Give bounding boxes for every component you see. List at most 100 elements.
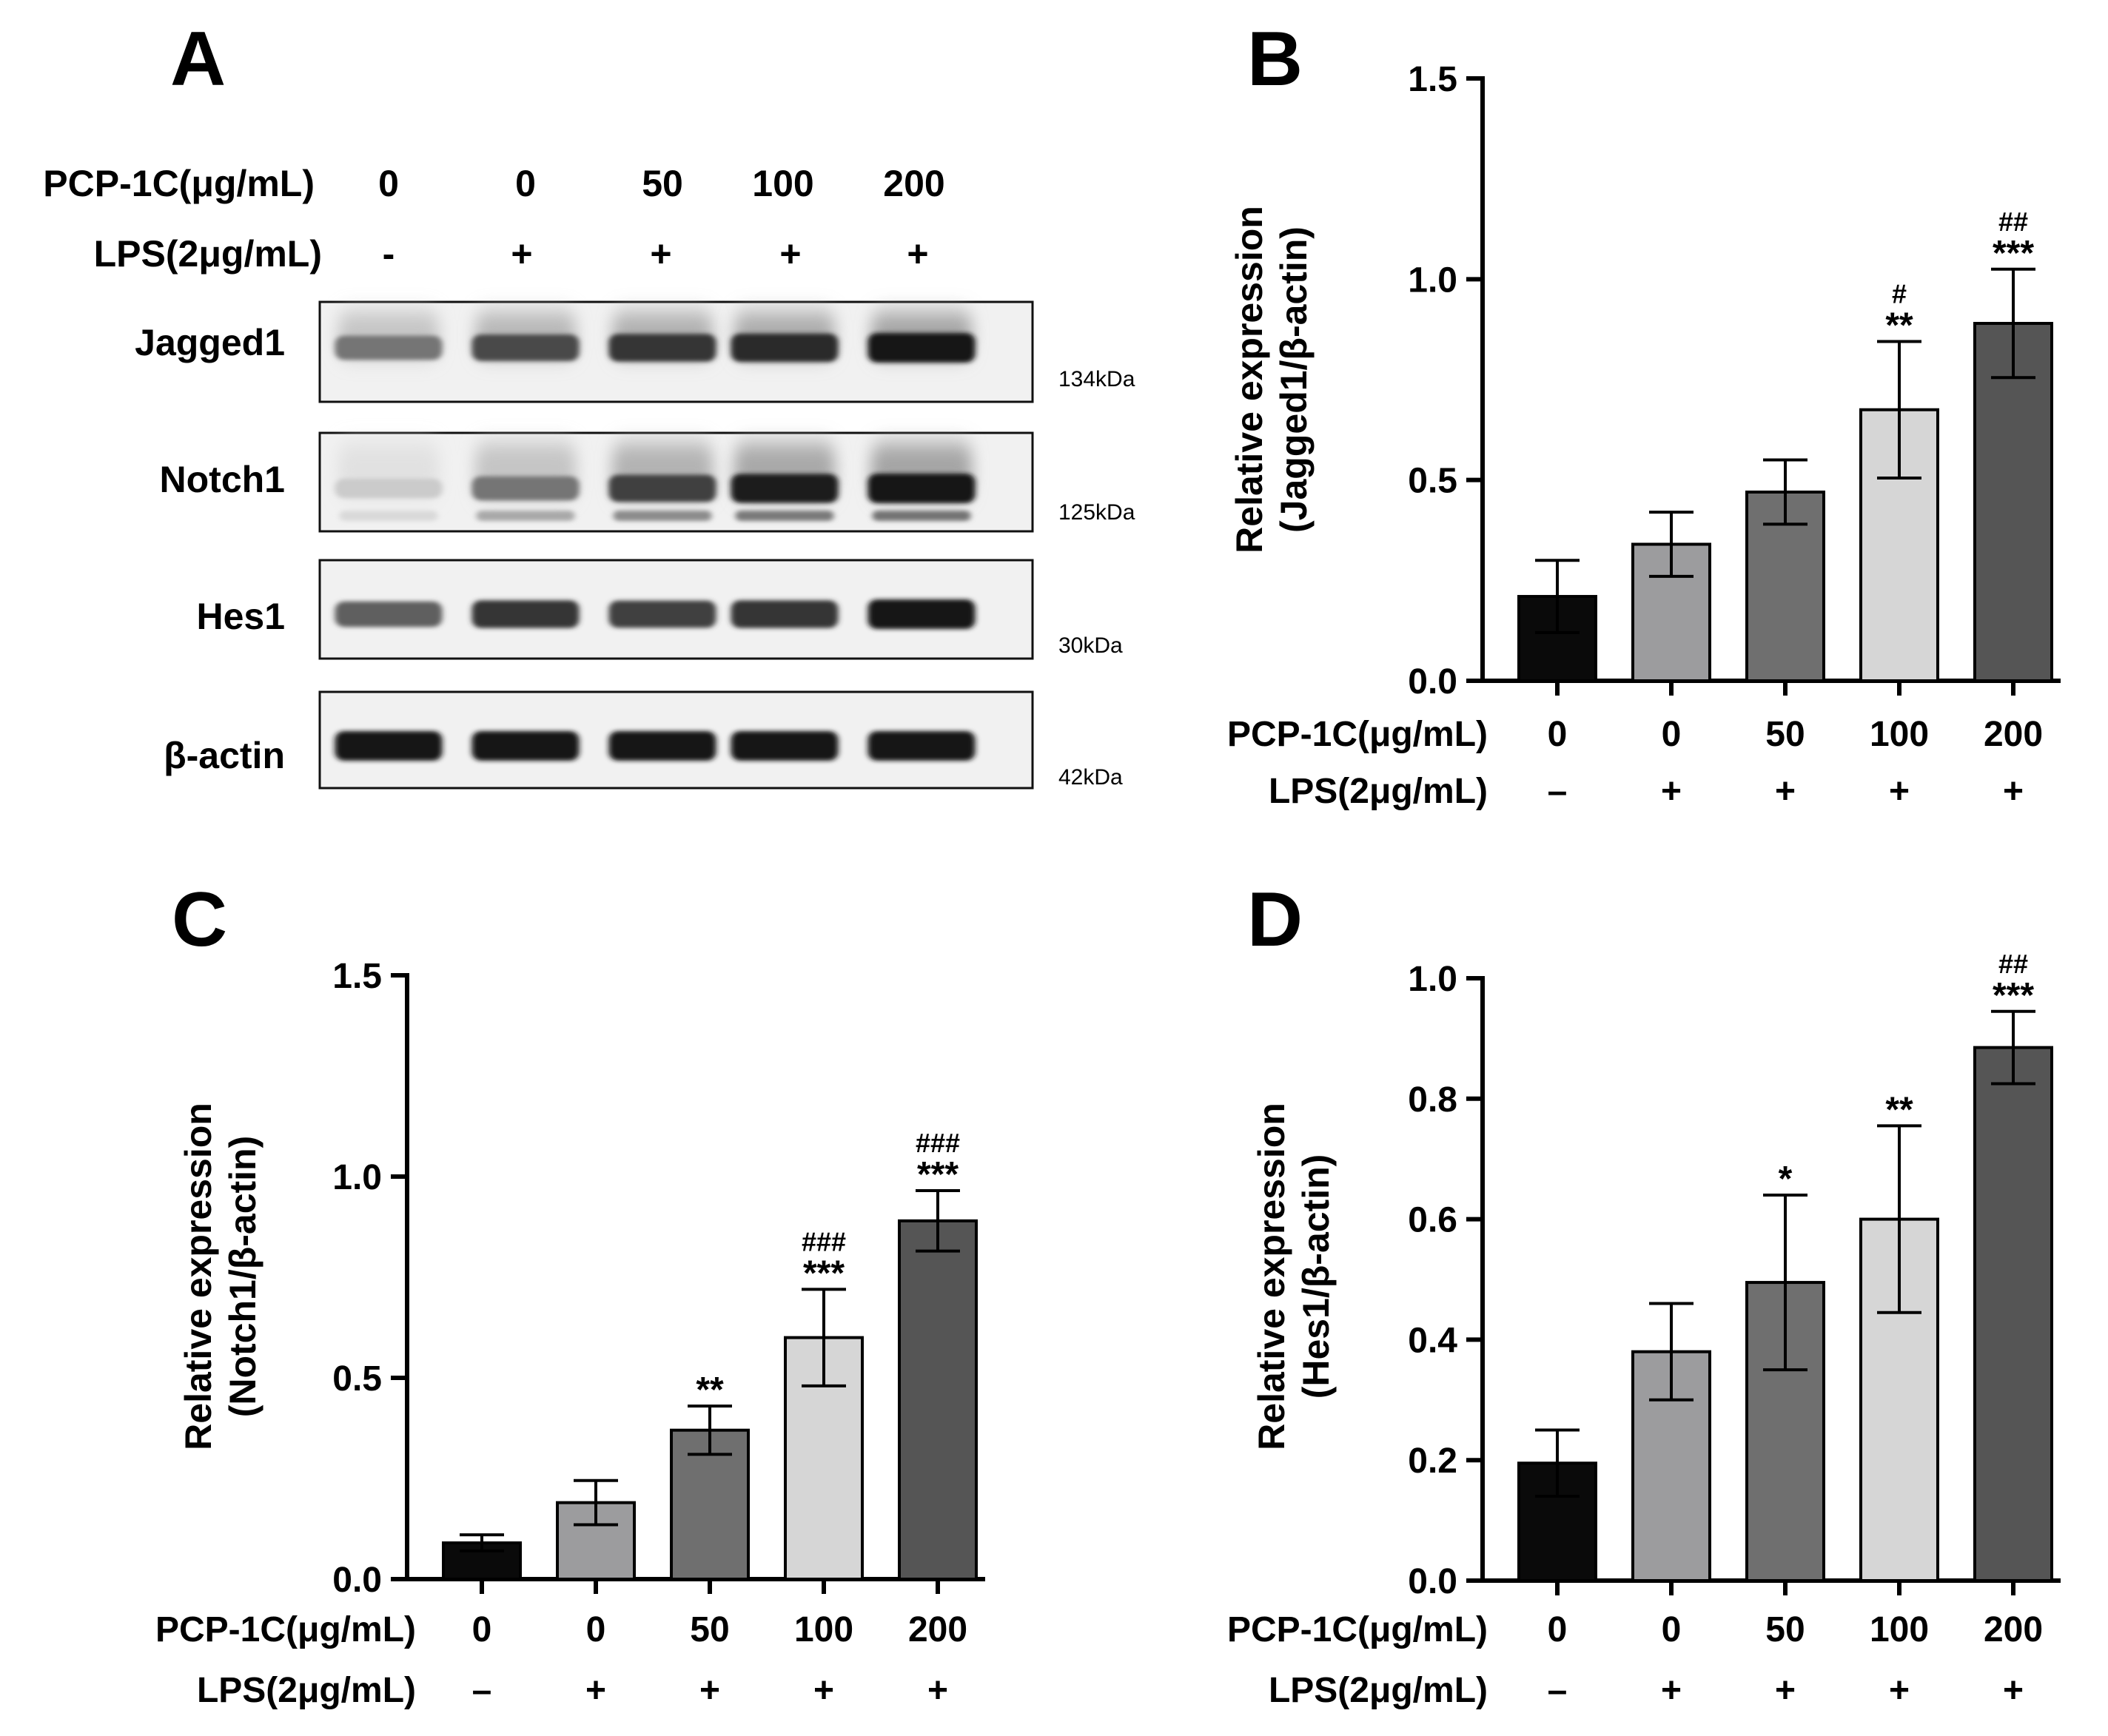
y-tick-label: 0.8 — [1408, 1080, 1457, 1120]
x-lps-label: – — [1548, 1671, 1568, 1710]
x-lps-label: – — [472, 1671, 492, 1710]
bar — [1973, 322, 2053, 682]
blot-band — [471, 731, 580, 761]
x-lps-title: LPS(2μg/mL) — [1269, 1671, 1488, 1710]
bar — [1859, 1217, 1939, 1582]
y-tick-label: 1.0 — [1408, 260, 1457, 300]
blot-treatment-value-2: 0 — [515, 163, 536, 204]
y-axis-label: Relative expression(Notch1/β-actin) — [178, 1103, 264, 1450]
significance-stars: ** — [1885, 1090, 1913, 1129]
x-lps-label: + — [2003, 772, 2024, 811]
blot-size-label: 42kDa — [1058, 765, 1123, 790]
x-category-label: 0 — [1548, 1610, 1568, 1649]
significance-hashes: ## — [1998, 949, 2028, 979]
panel-letter: D — [1247, 877, 1303, 963]
blot-band — [471, 600, 580, 628]
blot-band — [731, 600, 839, 628]
western-blot-panel: A PCP-1C(μg/mL) 0 0 50 100 200 LPS(2μg/m… — [43, 16, 1135, 790]
x-category-label: 0 — [1662, 715, 1682, 754]
x-lps-title: LPS(2μg/mL) — [1269, 772, 1488, 811]
y-axis-label: Relative expression(Hes1/β-actin) — [1251, 1103, 1337, 1450]
x-lps-label: + — [1661, 1671, 1682, 1710]
blot-size-label: 125kDa — [1058, 500, 1135, 525]
x-lps-label: + — [699, 1671, 720, 1710]
blot-band — [471, 334, 580, 361]
x-lps-label: + — [927, 1671, 948, 1710]
significance-stars: *** — [1993, 976, 2034, 1015]
chart-panel-c: C Relative expression(Notch1/β-actin) 0.0 0… — [155, 877, 985, 1710]
significance-stars: *** — [1993, 234, 2034, 273]
y-tick-label: 1.5 — [332, 957, 382, 996]
x-lps-label: + — [813, 1671, 834, 1710]
blot-lps-value-4: + — [779, 233, 801, 275]
y-tick-label: 0.0 — [1408, 1562, 1457, 1601]
x-treatment-title: PCP-1C(μg/mL) — [1227, 1610, 1488, 1649]
bar — [898, 1219, 978, 1581]
panel-letter-a: A — [170, 16, 226, 102]
y-tick-label: 0.5 — [332, 1359, 382, 1399]
blot-band — [471, 476, 580, 501]
blot-size-label: 134kDa — [1058, 367, 1135, 391]
x-treatment-title: PCP-1C(μg/mL) — [1227, 715, 1488, 754]
x-treatment-title: PCP-1C(μg/mL) — [155, 1610, 416, 1649]
blot-size-label: 30kDa — [1058, 633, 1123, 658]
x-category-label: 50 — [690, 1610, 729, 1649]
y-tick-label: 1.0 — [1408, 960, 1457, 999]
y-tick-label: 0.6 — [1408, 1201, 1457, 1240]
y-tick-label: 1.5 — [1408, 60, 1457, 99]
blot-protein-label: Hes1 — [196, 596, 285, 637]
blot-band — [867, 333, 976, 363]
x-lps-label: – — [1548, 772, 1568, 811]
blot-band — [731, 731, 839, 761]
x-lps-label: + — [1889, 772, 1910, 811]
y-tick-label: 0.2 — [1408, 1441, 1457, 1481]
significance-stars: ** — [1885, 306, 1913, 345]
blot-treatment-value-1: 0 — [378, 163, 399, 204]
blot-band-lower — [613, 511, 712, 521]
blot-protein-label: Jagged1 — [135, 322, 285, 363]
x-category-label: 200 — [1984, 1610, 2043, 1649]
blot-band-lower — [339, 511, 438, 521]
blot-band — [867, 599, 976, 629]
blot-protein-label: β-actin — [164, 735, 285, 776]
x-lps-label: + — [1775, 772, 1796, 811]
y-tick-label: 0.5 — [1408, 462, 1457, 501]
blot-band — [335, 335, 443, 360]
bar — [442, 1541, 522, 1581]
x-category-label: 0 — [586, 1610, 606, 1649]
x-category-label: 100 — [1870, 1610, 1929, 1649]
blot-band — [608, 334, 716, 362]
blot-lps-value-1: - — [383, 233, 395, 275]
x-category-label: 200 — [1984, 715, 2043, 754]
blot-lps-value-2: + — [511, 233, 532, 275]
blot-band-lower — [476, 511, 575, 521]
y-tick-label: 1.0 — [332, 1158, 382, 1197]
blot-treatment-label: PCP-1C(μg/mL) — [43, 163, 315, 204]
x-lps-label: + — [1889, 1671, 1910, 1710]
blot-band — [335, 601, 443, 628]
blot-treatment-value-4: 100 — [752, 163, 813, 204]
x-lps-label: + — [585, 1671, 606, 1710]
blot-lps-value-5: + — [907, 233, 928, 275]
blot-treatment-value-3: 50 — [642, 163, 683, 204]
significance-stars: *** — [803, 1254, 845, 1293]
x-category-label: 0 — [472, 1610, 492, 1649]
blot-band — [335, 731, 443, 761]
x-category-label: 50 — [1765, 1610, 1805, 1649]
blot-band — [867, 474, 976, 503]
significance-stars: *** — [917, 1155, 959, 1194]
x-lps-label: + — [2003, 1671, 2024, 1710]
blot-protein-label: Notch1 — [160, 459, 285, 500]
blot-band — [731, 474, 839, 503]
significance-hashes: ### — [802, 1226, 846, 1256]
panel-letter: B — [1247, 16, 1303, 102]
blot-band — [608, 731, 716, 761]
x-category-label: 50 — [1765, 715, 1805, 754]
chart-panel-d: D Relative expression(Hes1/β-actin) 0.0 0.2… — [1227, 877, 2061, 1710]
x-category-label: 100 — [1870, 715, 1929, 754]
x-lps-title: LPS(2μg/mL) — [197, 1671, 416, 1710]
x-lps-label: + — [1775, 1671, 1796, 1710]
significance-hashes: # — [1892, 278, 1907, 309]
blot-band — [608, 600, 716, 628]
